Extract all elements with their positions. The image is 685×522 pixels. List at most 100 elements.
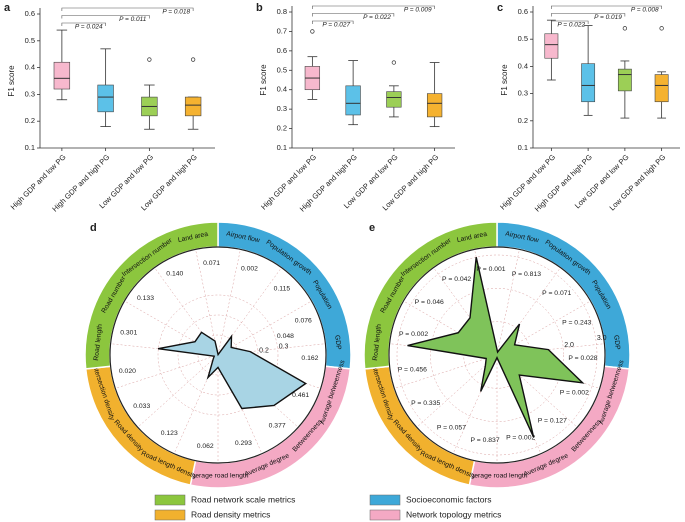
outlier <box>391 60 397 65</box>
legend-label: Socioeconomic factors <box>406 494 492 504</box>
legend-label: Network topology metrics <box>406 509 501 519</box>
p-value: P = 0.008 <box>631 7 659 14</box>
y-tick-label: 0.4 <box>25 63 35 72</box>
ring-label: Average road length <box>187 472 248 479</box>
box <box>617 68 632 92</box>
y-tick-label: 0.1 <box>518 143 528 152</box>
significance-bracket <box>551 5 662 9</box>
value-label: 0.002 <box>241 265 258 272</box>
significance-bracket <box>61 15 150 19</box>
significance-bracket <box>312 5 435 9</box>
significance-bracket <box>61 7 194 11</box>
value-label: P = 0.837 <box>470 437 499 444</box>
p-value: P = 0.024 <box>75 24 103 31</box>
value-label: P = 0.046 <box>415 299 444 306</box>
radar-area <box>157 331 308 410</box>
y-tick-label: 0.5 <box>518 34 528 43</box>
ring-label: GDP <box>612 335 621 351</box>
legend-label: Road density metrics <box>191 509 270 519</box>
y-tick-label: 0.1 <box>277 143 287 152</box>
value-label: 0.062 <box>197 443 214 450</box>
p-value: P = 0.027 <box>322 22 350 29</box>
y-tick-label: 0.6 <box>518 7 528 16</box>
y-tick-label: 0.8 <box>277 7 287 16</box>
box <box>581 63 596 103</box>
spoke <box>195 249 219 356</box>
box <box>654 74 669 103</box>
y-axis-label: F1 score <box>500 64 509 96</box>
y-tick-label: 0.5 <box>25 36 35 45</box>
value-label: 0.293 <box>235 440 252 447</box>
ring-label: Road length <box>372 324 383 361</box>
p-value: P = 0.011 <box>119 16 147 23</box>
spoke <box>137 354 219 428</box>
significance-bracket <box>551 13 626 17</box>
legend-swatch <box>154 494 186 506</box>
y-tick-label: 0.6 <box>277 46 287 55</box>
box <box>53 61 71 90</box>
spoke <box>394 354 498 389</box>
ring-label: GDP <box>333 335 342 351</box>
outlier <box>147 57 152 62</box>
significance-bracket <box>61 22 106 26</box>
box <box>426 93 443 118</box>
y-tick-label: 0.1 <box>25 143 35 152</box>
legend-swatch <box>154 509 186 521</box>
y-tick-label: 0.7 <box>277 26 287 35</box>
outlier <box>659 26 664 31</box>
radar-area <box>407 257 585 438</box>
value-label: 0.076 <box>295 317 312 324</box>
significance-bracket <box>551 20 589 24</box>
ring-label: Road length <box>93 324 104 361</box>
panel-letter: b <box>256 2 263 14</box>
spoke <box>217 249 241 356</box>
value-label: P = 0.057 <box>437 425 466 432</box>
box <box>345 85 361 116</box>
legend-swatch <box>369 509 401 521</box>
grid-circle <box>177 314 259 396</box>
y-axis-label: F1 score <box>7 65 16 97</box>
box <box>544 33 559 59</box>
value-label: 0.377 <box>269 422 286 429</box>
value-label: P = 0.071 <box>542 290 571 297</box>
y-tick-label: 0.2 <box>25 116 35 125</box>
p-value: P = 0.019 <box>594 14 622 21</box>
y-tick-label: 0.6 <box>25 9 35 18</box>
value-label: 0.020 <box>119 368 136 375</box>
spoke <box>115 354 219 389</box>
value-label: P = 0.002 <box>399 331 428 338</box>
spoke <box>496 249 520 356</box>
legend-swatch <box>369 494 401 506</box>
p-value: P = 0.018 <box>162 9 190 16</box>
value-label: P = 0.127 <box>538 418 567 425</box>
y-tick-label: 0.4 <box>277 85 287 94</box>
grid-circle <box>157 294 279 416</box>
spoke <box>416 354 498 428</box>
y-tick-label: 0.3 <box>518 89 528 98</box>
p-value: P = 0.022 <box>557 22 585 29</box>
box <box>97 84 114 113</box>
value-label: P = 0.002 <box>506 434 535 441</box>
value-label: 0.123 <box>161 430 178 437</box>
value-label: P = 0.335 <box>411 400 440 407</box>
spoke <box>217 300 312 356</box>
outlier <box>190 57 196 62</box>
grid-circle <box>430 288 564 422</box>
y-axis-label: F1 score <box>259 64 268 96</box>
r-tick-label: 0.3 <box>279 343 289 350</box>
y-tick-label: 0.5 <box>277 65 287 74</box>
r-tick-label: 2.0 <box>564 342 574 349</box>
panel-letter: c <box>497 2 503 14</box>
panel-letter: e <box>369 222 375 234</box>
value-label: 0.162 <box>301 355 318 362</box>
y-tick-label: 0.4 <box>518 61 528 70</box>
panel-letter: d <box>90 222 97 234</box>
p-value: P = 0.022 <box>363 14 391 21</box>
legend-label: Road network scale metrics <box>191 494 295 504</box>
p-value: P = 0.009 <box>404 7 432 14</box>
value-label: 0.115 <box>274 286 291 293</box>
value-label: P = 0.042 <box>442 276 471 283</box>
y-tick-label: 0.2 <box>518 116 528 125</box>
ring-label: Average road length <box>466 472 527 479</box>
